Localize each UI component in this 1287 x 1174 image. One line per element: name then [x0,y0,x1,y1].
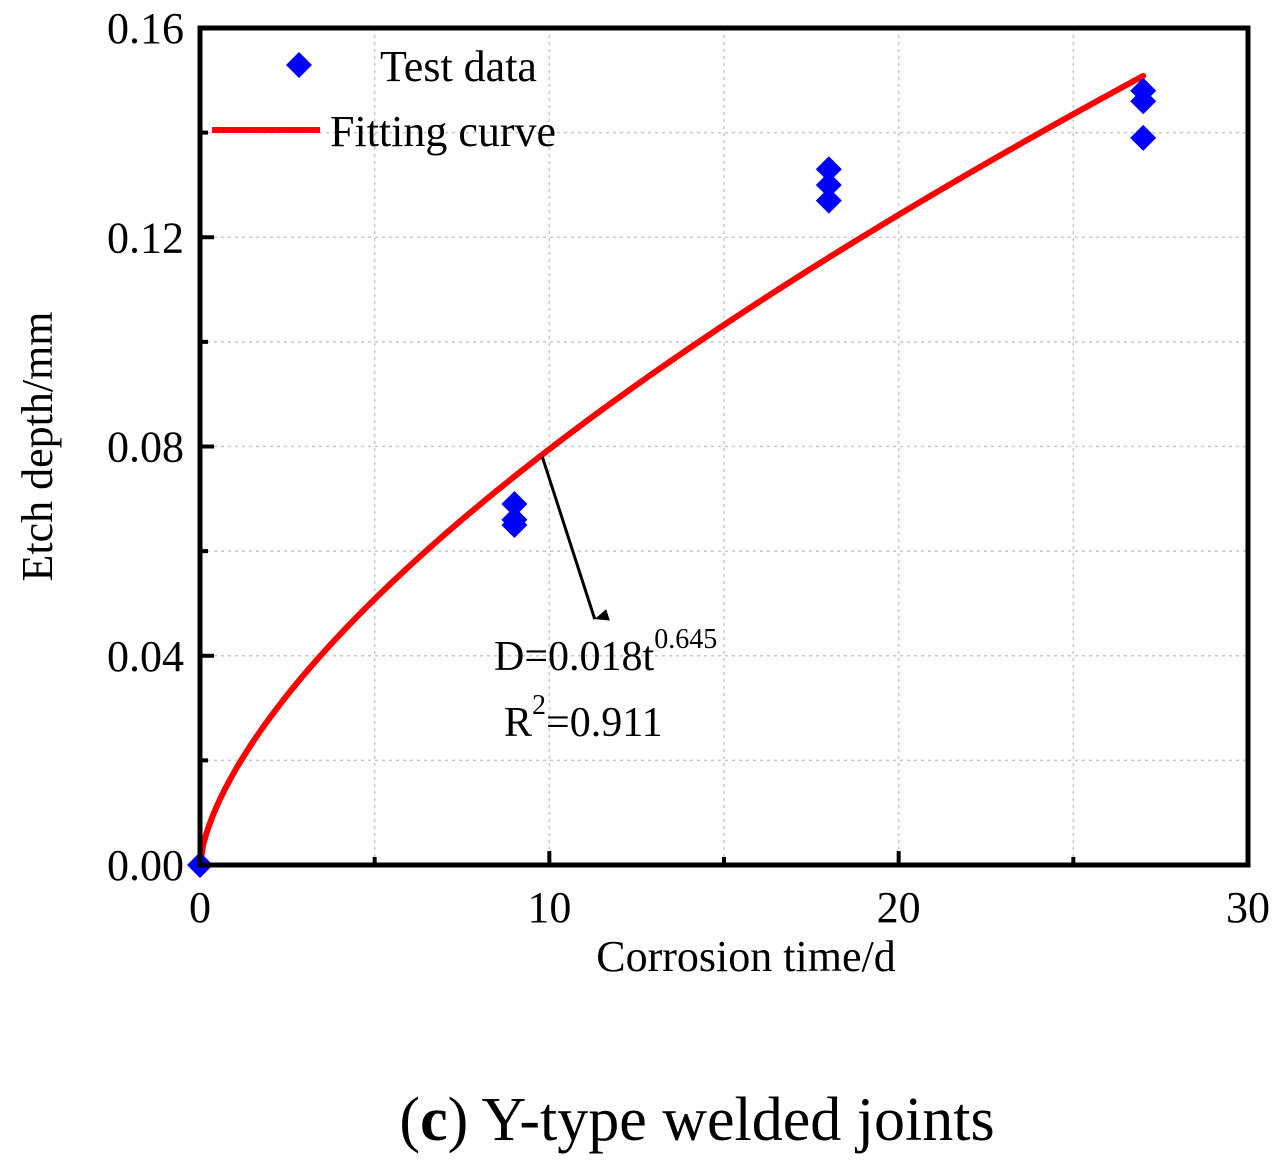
y-tick-label: 0.16 [107,4,184,53]
y-tick-label: 0.12 [107,213,184,262]
data-point [501,491,528,518]
data-point [1130,88,1157,115]
caption-text: ) Y-type welded joints [448,1086,995,1154]
caption-open-paren: ( [399,1086,420,1154]
x-tick-label: 0 [189,883,211,932]
tick-labels-layer: 0 10 20 30 0.00 0.04 0.08 0.12 0.16 [107,4,1270,932]
equation-base: D=0.018t [494,634,655,680]
points-layer [187,77,1157,878]
r2-value: =0.911 [546,700,663,746]
data-point [815,187,842,214]
y-axis-label: Etch depth/mm [13,311,62,581]
data-point [1130,124,1157,151]
legend-label-fitting-curve: Fitting curve [330,107,556,156]
y-tick-label: 0.08 [107,423,184,472]
r2-superscript: 2 [532,690,546,721]
data-point [501,511,528,538]
fit-layer [197,72,1147,868]
legend-label-test-data: Test data [380,42,537,91]
ticks-layer [200,130,1076,865]
caption-letter: c [420,1086,448,1154]
annotation-equation: D=0.018t0.645 [494,624,717,680]
x-tick-label: 20 [877,883,921,932]
data-point [815,171,842,198]
x-tick-label: 10 [527,883,571,932]
x-tick-label: 30 [1226,883,1270,932]
y-tick-label: 0.00 [107,841,184,890]
annotation-arrow [540,456,610,621]
r2-base: R [504,700,532,746]
fitting-curve-line [197,72,1147,868]
legend-marker-test-data [286,52,312,78]
figure-caption: (c) Y-type welded joints [399,1086,994,1154]
legend: Test data Fitting curve [212,42,556,156]
data-point [815,156,842,183]
annotation-r-squared: R2=0.911 [504,690,663,746]
x-axis-label: Corrosion time/d [596,932,895,981]
equation-exponent: 0.645 [654,624,717,655]
y-tick-label: 0.04 [107,632,184,681]
